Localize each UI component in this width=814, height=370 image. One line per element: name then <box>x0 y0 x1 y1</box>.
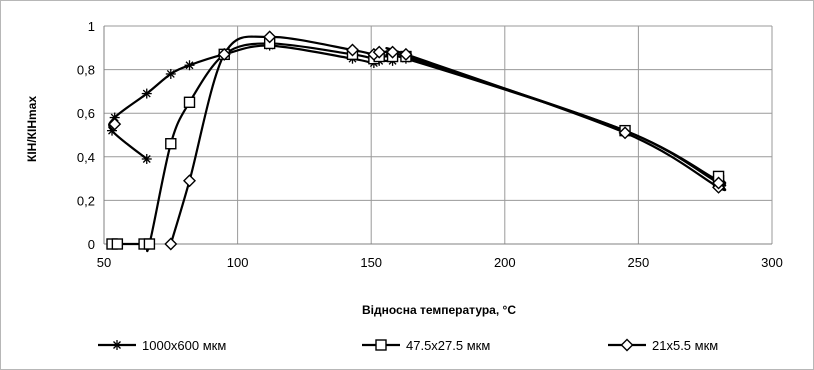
series-2-point-8 <box>399 47 413 61</box>
series-0-point-3 <box>141 88 152 99</box>
y-tick-label-5: 1 <box>88 19 95 34</box>
series-1-point-5 <box>183 96 196 109</box>
x-tick-label-5: 300 <box>761 255 783 270</box>
series-2-point-0 <box>164 237 178 251</box>
y-tick-label-1: 0,2 <box>77 193 95 208</box>
legend-label-0: 1000x600 мкм <box>142 338 226 353</box>
series-2-point-4 <box>346 43 359 57</box>
y-tick-label-0: 0 <box>88 237 95 252</box>
series-2-point-1 <box>183 174 196 188</box>
data-markers <box>106 30 726 251</box>
legend-item-2: 21x5.5 мкм <box>608 338 718 353</box>
x-tick-label-4: 250 <box>628 255 650 270</box>
legend-label-2: 21x5.5 мкм <box>652 338 718 353</box>
series-1-point-3 <box>143 238 156 250</box>
y-tick-label-3: 0,6 <box>77 106 95 121</box>
series-2-point-11 <box>712 176 726 190</box>
series-1-point-4 <box>165 138 177 150</box>
series-line-2 <box>169 35 727 245</box>
series-3-point-0 <box>108 117 122 131</box>
grid-lines <box>103 25 773 245</box>
series-2-point-7 <box>386 45 400 59</box>
series-0-point-2 <box>109 112 120 123</box>
series-2-point-6 <box>372 45 386 59</box>
axes <box>103 26 772 245</box>
y-tick-label-4: 0,8 <box>77 63 95 78</box>
legend-swatch-marker-2 <box>620 338 634 352</box>
series-2-point-2 <box>217 47 231 61</box>
tick-labels: 50 100 150 200 250 300 0 0,2 0,4 0,6 0,8 1 <box>77 19 783 270</box>
legend-item-0: 1000x600 мкм <box>98 338 226 353</box>
legend: 1000x600 мкм 47.5x27.5 мкм 21x5.5 мкм <box>98 338 718 353</box>
x-tick-label-2: 150 <box>360 255 382 270</box>
x-tick-label-3: 200 <box>494 255 516 270</box>
legend-item-1: 47.5x27.5 мкм <box>362 338 490 353</box>
series-line-0 <box>108 44 727 187</box>
legend-swatch-marker-0 <box>112 340 122 350</box>
series-0-point-5 <box>184 60 195 71</box>
y-axis-title: КІН/КІНmax <box>25 96 39 162</box>
series-lines <box>108 35 727 253</box>
series-0-point-4 <box>165 68 176 79</box>
x-axis-title: Відносна температура, °C <box>362 303 516 317</box>
x-tick-label-0: 50 <box>97 255 111 270</box>
legend-swatch-marker-1 <box>375 339 387 351</box>
legend-label-1: 47.5x27.5 мкм <box>406 338 490 353</box>
series-1-point-1 <box>111 238 124 250</box>
series-2-point-9 <box>618 126 632 140</box>
series-2-point-3 <box>263 30 277 44</box>
series-0-point-0 <box>141 153 152 164</box>
x-tick-label-1: 100 <box>227 255 249 270</box>
series-line-1 <box>112 42 727 253</box>
y-tick-label-2: 0,4 <box>77 150 95 165</box>
